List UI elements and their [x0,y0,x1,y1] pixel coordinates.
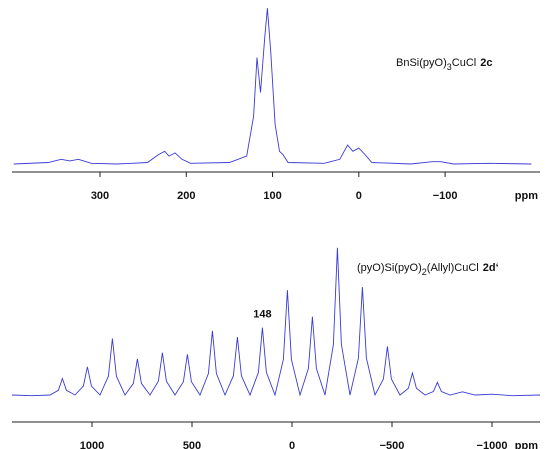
spectrum-panel: 300 200 100 0 −100 ppm BnSi(pyO)3CuCl 2c [12,8,540,202]
x-tick-label: 0 [289,440,295,449]
x-axis-label: ppm [515,440,538,449]
spectrum-label: BnSi(pyO)3CuCl 2c [396,57,492,72]
peak-label: 148 [253,309,271,321]
x-tick-label: 100 [263,190,281,202]
x-tick-label: 200 [177,190,195,202]
spectrum-line [13,8,532,165]
x-tick-label: 0 [356,190,362,202]
spectrum-line [11,247,541,397]
x-tick-label: −500 [380,440,405,449]
spectrum-panel: 1000 500 0 −500 −1000 ppm (pyO)Si(pyO)2(Allyl)… [11,247,541,449]
label-compound: 2d‘ [483,262,499,274]
x-tick-label: 500 [183,440,201,449]
x-tick-label: −100 [433,190,458,202]
label-subscript: 3 [447,62,452,72]
x-axis-label: ppm [515,190,538,202]
label-text: CuCl [452,57,476,69]
x-tick-label: −1000 [477,440,508,449]
x-tick-label: 1000 [80,440,104,449]
label-text: BnSi(pyO) [396,57,447,69]
spectrum-label: (pyO)Si(pyO)2(Allyl)CuCl 2d‘ [357,262,499,277]
label-text: (Allyl)CuCl [427,262,479,274]
label-compound: 2c [480,57,492,69]
label-subscript: 2 [422,267,427,277]
x-tick-label: 300 [91,190,109,202]
label-text: (pyO)Si(pyO) [357,262,422,274]
